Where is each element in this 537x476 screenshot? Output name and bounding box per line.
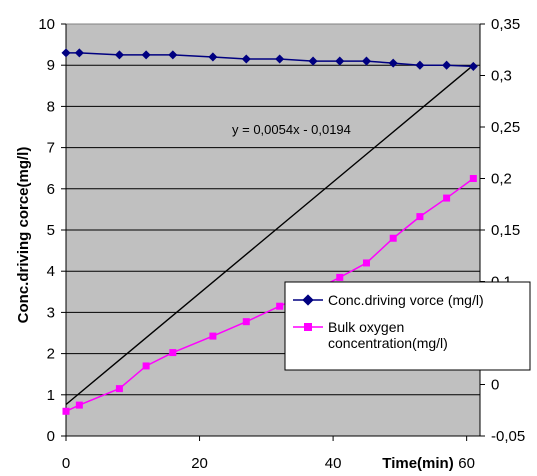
left-tick-label: 7	[47, 140, 55, 157]
series-point-square	[242, 318, 250, 326]
series-point-square	[142, 362, 150, 370]
right-tick-label: 0	[491, 377, 499, 394]
right-tick-label: 0,35	[491, 16, 520, 33]
series-point-diamond	[141, 50, 151, 60]
series-point-diamond	[388, 58, 398, 68]
series-point-square	[416, 213, 424, 221]
series-point-square	[276, 302, 284, 310]
series-point-square	[169, 349, 177, 357]
trendline-equation: y = 0,0054x - 0,0194	[232, 122, 351, 137]
series-layer	[61, 48, 478, 415]
left-tick-label: 1	[47, 387, 55, 404]
right-tick-label: 0,15	[491, 222, 520, 239]
series-point-square	[469, 175, 477, 182]
series-point-square	[75, 401, 83, 409]
series-point-diamond	[361, 56, 372, 66]
left-axis-ticks: 0 1 2 3 4 5 6 7 8 9 10	[38, 16, 66, 445]
series-point-diamond	[61, 48, 71, 58]
y-axis-label: Conc.driving corce(mg/l)	[15, 147, 32, 324]
series-point-square	[62, 407, 70, 415]
series-point-square	[336, 273, 344, 281]
left-tick-label: 8	[47, 98, 55, 115]
series-point-diamond	[415, 60, 425, 70]
left-tick-label: 3	[47, 304, 55, 321]
left-tick-label: 10	[38, 16, 55, 33]
legend-marker-bulk-oxygen	[304, 323, 312, 331]
x-axis-ticks: 0 20 40 60	[62, 436, 475, 472]
legend-marker-driving-force	[302, 294, 314, 306]
legend-label-driving-force: Conc.driving vorce (mg/l)	[328, 292, 484, 308]
series-point-diamond	[208, 52, 218, 62]
left-tick-label: 6	[47, 181, 55, 198]
left-tick-label: 5	[47, 222, 55, 239]
series-point-square	[389, 234, 397, 242]
series-point-square	[362, 259, 370, 267]
series-point-diamond	[442, 60, 452, 70]
left-tick-label: 9	[47, 57, 55, 74]
x-tick-label: 20	[191, 455, 208, 472]
left-tick-label: 4	[47, 263, 55, 280]
legend-box	[284, 281, 531, 371]
legend: Conc.driving vorce (mg/l) Bulk oxygen co…	[284, 281, 531, 371]
right-tick-label: -0,05	[491, 428, 525, 445]
x-axis-label: Time(min)	[382, 455, 453, 472]
right-tick-label: 0,3	[491, 68, 512, 85]
trendline	[65, 64, 474, 406]
x-tick-label: 0	[62, 455, 70, 472]
series-point-diamond	[74, 48, 84, 58]
series-point-square	[115, 385, 123, 393]
left-tick-label: 2	[47, 346, 55, 363]
right-tick-label: 0,25	[491, 119, 520, 136]
left-tick-label: 0	[47, 428, 55, 445]
series-point-square	[209, 332, 217, 340]
right-tick-label: 0,2	[491, 171, 512, 188]
legend-label-bulk-oxygen: Bulk oxygen concentration(mg/l)	[328, 319, 448, 351]
x-tick-label: 40	[325, 455, 342, 472]
trendline-line	[65, 64, 474, 406]
x-tick-label: 60	[458, 455, 475, 472]
series-point-diamond	[114, 50, 124, 60]
series-point-square	[443, 194, 451, 202]
